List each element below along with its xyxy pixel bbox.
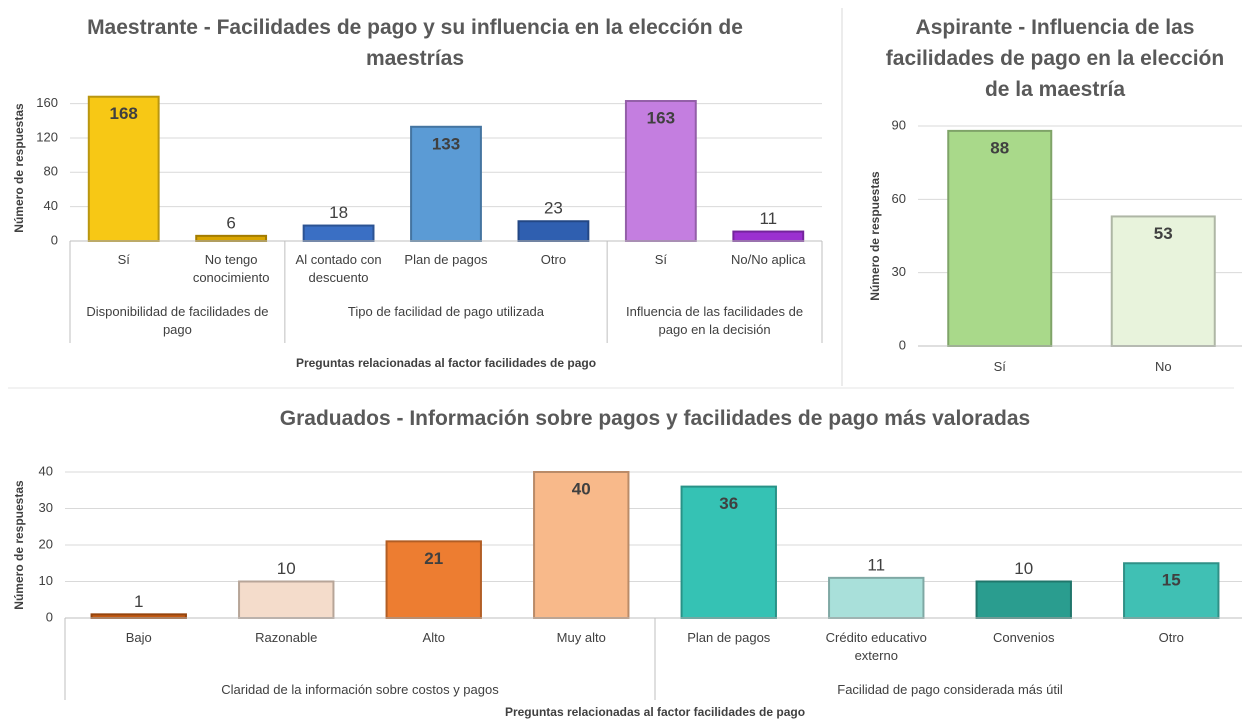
x-tick-label: Otro	[1158, 630, 1184, 645]
y-tick-label: 0	[51, 232, 58, 247]
data-label: 36	[719, 494, 738, 513]
bar	[195, 234, 268, 243]
y-tick-label: 80	[44, 164, 58, 179]
x-tick-label: Bajo	[125, 630, 152, 645]
y-tick-label: 20	[39, 536, 53, 551]
group-label: Influencia de las facilidades de pago en…	[626, 304, 804, 337]
group-label: Disponibilidad de facilidades de pago	[86, 304, 269, 337]
data-label: 1	[134, 592, 143, 611]
data-label: 53	[1154, 224, 1173, 243]
y-tick-label: 0	[899, 337, 906, 352]
data-label: 133	[432, 134, 460, 153]
bar	[732, 230, 805, 243]
y-axis-label: Número de respuestas	[12, 103, 26, 233]
bar	[975, 580, 1072, 619]
x-tick-label: Alto	[422, 630, 445, 645]
data-label: 11	[867, 555, 885, 574]
y-tick-label: 0	[46, 609, 53, 624]
x-tick-label: Convenios	[993, 630, 1055, 645]
x-tick-label: Muy alto	[556, 630, 606, 645]
group-label: Tipo de facilidad de pago utilizada	[347, 304, 545, 319]
data-label: 23	[544, 199, 563, 218]
y-axis-label: Número de respuestas	[12, 480, 26, 610]
bar	[533, 471, 630, 619]
bar	[947, 129, 1053, 347]
data-label: 15	[1162, 571, 1181, 590]
x-tick-label: Razonable	[255, 630, 318, 645]
bar	[828, 576, 925, 619]
bar	[517, 220, 590, 242]
x-tick-label: Otro	[540, 252, 567, 267]
chart-title: Maestrante - Facilidades de pago y su in…	[87, 16, 743, 70]
x-tick-label: Crédito educativo externo	[825, 630, 927, 663]
chart-title: Graduados - Información sobre pagos y fa…	[279, 407, 1031, 430]
y-tick-label: 40	[44, 198, 58, 213]
y-tick-label: 30	[892, 264, 906, 279]
x-tick-label: No	[1154, 359, 1172, 374]
chart-title: Aspirante - Influencia de las facilidade…	[885, 16, 1225, 101]
y-tick-label: 90	[892, 117, 906, 132]
data-label: 6	[226, 213, 235, 232]
x-tick-label: Al contado con descuento	[295, 252, 382, 285]
x-tick-label: Sí	[993, 359, 1006, 374]
data-label: 163	[647, 108, 675, 127]
data-label: 18	[329, 203, 348, 222]
x-tick-label: No tengo conocimiento	[192, 252, 270, 285]
x-tick-label: Plan de pagos	[687, 630, 771, 645]
x-axis-label: Preguntas relacionadas al factor facilid…	[504, 705, 806, 719]
x-tick-label: No/No aplica	[731, 252, 806, 267]
bar	[302, 224, 375, 243]
bar	[87, 95, 160, 242]
data-label: 168	[110, 104, 138, 123]
y-tick-label: 10	[39, 573, 53, 588]
data-label: 88	[990, 138, 1009, 157]
y-tick-label: 30	[39, 500, 53, 515]
bar	[410, 125, 482, 242]
bar	[238, 580, 335, 619]
bar	[1123, 562, 1220, 619]
bar	[90, 613, 187, 619]
bar	[624, 100, 697, 242]
x-tick-label: Sí	[117, 252, 130, 267]
y-tick-label: 60	[892, 191, 906, 206]
y-axis-label: Número de respuestas	[868, 171, 882, 301]
data-label: 10	[1014, 559, 1033, 578]
y-tick-label: 40	[39, 463, 53, 478]
data-label: 40	[572, 479, 591, 498]
data-label: 21	[424, 549, 443, 568]
group-label: Claridad de la información sobre costos …	[221, 682, 499, 697]
x-tick-label: Sí	[654, 252, 667, 267]
data-label: 11	[759, 209, 777, 228]
x-tick-label: Plan de pagos	[404, 252, 488, 267]
data-label: 10	[277, 559, 296, 578]
y-tick-label: 160	[36, 95, 58, 110]
y-tick-label: 120	[36, 129, 58, 144]
x-axis-label: Preguntas relacionadas al factor facilid…	[295, 356, 597, 370]
group-label: Facilidad de pago considerada más útil	[837, 682, 1063, 697]
